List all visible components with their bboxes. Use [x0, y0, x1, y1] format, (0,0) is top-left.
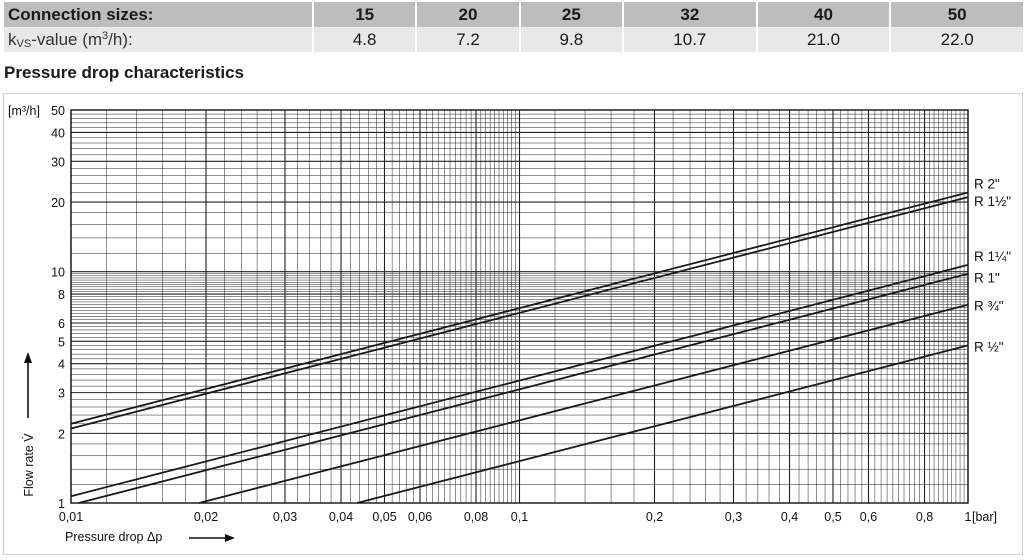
x-tick-label: 0,5	[824, 510, 841, 524]
size-cell: 20	[417, 2, 519, 27]
kvs-label-end: /h):	[108, 29, 133, 49]
table-header-row: Connection sizes: 15 20 25 32 40 50	[4, 2, 1023, 27]
series-line	[70, 264, 969, 498]
y-tick-label: 1	[58, 497, 65, 511]
y-tick-label: 10	[51, 266, 65, 280]
x-tick-label: 0,3	[725, 510, 742, 524]
size-cell: 32	[624, 2, 756, 27]
size-cell: 15	[314, 2, 416, 27]
y-tick-label: 20	[51, 196, 65, 210]
kvs-label-rest: -value (m	[31, 29, 103, 49]
y-tick-label: 50	[51, 104, 65, 118]
chart-labels: R 2" R 1½" R 1¼" R 1" R ¾" R ½" Pressure drop …	[22, 176, 1011, 544]
y-tick-label: 4	[58, 358, 65, 372]
kvs-value-cell: 10.7	[624, 27, 756, 52]
series-line	[78, 272, 969, 504]
plot-border	[70, 109, 969, 504]
x-axis-arrow-head	[225, 534, 235, 542]
x-tick-label: 0,2	[646, 510, 663, 524]
connection-sizes-label: Connection sizes:	[4, 2, 312, 27]
x-tick-label: 0,02	[194, 510, 218, 524]
kvs-label-sub: VS	[16, 37, 32, 50]
y-tick-label: 3	[58, 387, 65, 401]
y-axis-arrow-head	[24, 352, 32, 363]
chart-grid	[70, 109, 969, 504]
size-cell: 40	[757, 2, 890, 27]
series-label: R 2"	[974, 176, 1000, 191]
series-label: R 1¼"	[974, 249, 1011, 264]
series-label: R 1"	[974, 271, 1000, 286]
kvs-value-cell: 21.0	[757, 27, 890, 52]
connection-size-table: Connection sizes: 15 20 25 32 40 50 kVS-…	[2, 2, 1025, 52]
y-tick-label: 30	[51, 155, 65, 169]
series-line	[356, 344, 969, 504]
y-tick-label: 8	[58, 288, 65, 302]
x-unit-label: [bar]	[972, 510, 997, 524]
x-tick-label: 0,6	[860, 510, 877, 524]
y-tick-label: 2	[58, 427, 65, 441]
size-cell: 25	[520, 2, 623, 27]
x-axis-title: Pressure drop Δp	[65, 530, 162, 544]
x-tick-label: 0,08	[464, 510, 488, 524]
y-tick-label: 5	[58, 335, 65, 349]
x-tick-label: 0,1	[511, 510, 528, 524]
y-axis-title: Flow rate V̇	[22, 433, 36, 497]
series-label: R ¾"	[974, 299, 1004, 314]
chart-frame	[3, 93, 1023, 555]
kvs-label-k: k	[8, 29, 17, 49]
pressure-drop-chart: 0,01 0,02 0,03 0,04 0,05 0,06 0,08 0,1 0,2 0,3 0,4…	[8, 104, 1011, 544]
x-tick-label: 1	[965, 510, 972, 524]
series-label: R 1½"	[974, 194, 1011, 209]
y-unit-label: [m³/h]	[8, 104, 40, 118]
chart-series	[70, 191, 969, 504]
kvs-value-cell: 4.8	[314, 27, 416, 52]
x-tick-label: 0,05	[372, 510, 396, 524]
series-line	[70, 191, 969, 425]
series-line	[70, 196, 969, 430]
x-tick-label: 0,04	[329, 510, 353, 524]
section-title: Pressure drop characteristics	[4, 63, 245, 82]
y-tick-label: 40	[51, 126, 65, 140]
kvs-label-sup: 3	[102, 29, 109, 42]
series-line	[198, 303, 969, 504]
kvs-value-cell: 9.8	[520, 27, 623, 52]
kvs-label: kVS-value (m3/h):	[4, 27, 312, 52]
x-tick-label: 0,01	[59, 510, 83, 524]
kvs-value-cell: 7.2	[417, 27, 519, 52]
chart-ticks: 0,01 0,02 0,03 0,04 0,05 0,06 0,08 0,1 0,2 0,3 0,4…	[8, 104, 997, 524]
kvs-row: kVS-value (m3/h): 4.8 7.2 9.8 10.7 21.0 …	[4, 27, 1023, 52]
x-tick-label: 0,8	[916, 510, 933, 524]
y-tick-label: 6	[58, 317, 65, 331]
x-tick-label: 0,06	[408, 510, 432, 524]
kvs-value-cell: 22.0	[891, 27, 1023, 52]
x-tick-label: 0,03	[273, 510, 297, 524]
size-cell: 50	[891, 2, 1023, 27]
series-label: R ½"	[974, 339, 1004, 354]
x-tick-label: 0,4	[781, 510, 798, 524]
